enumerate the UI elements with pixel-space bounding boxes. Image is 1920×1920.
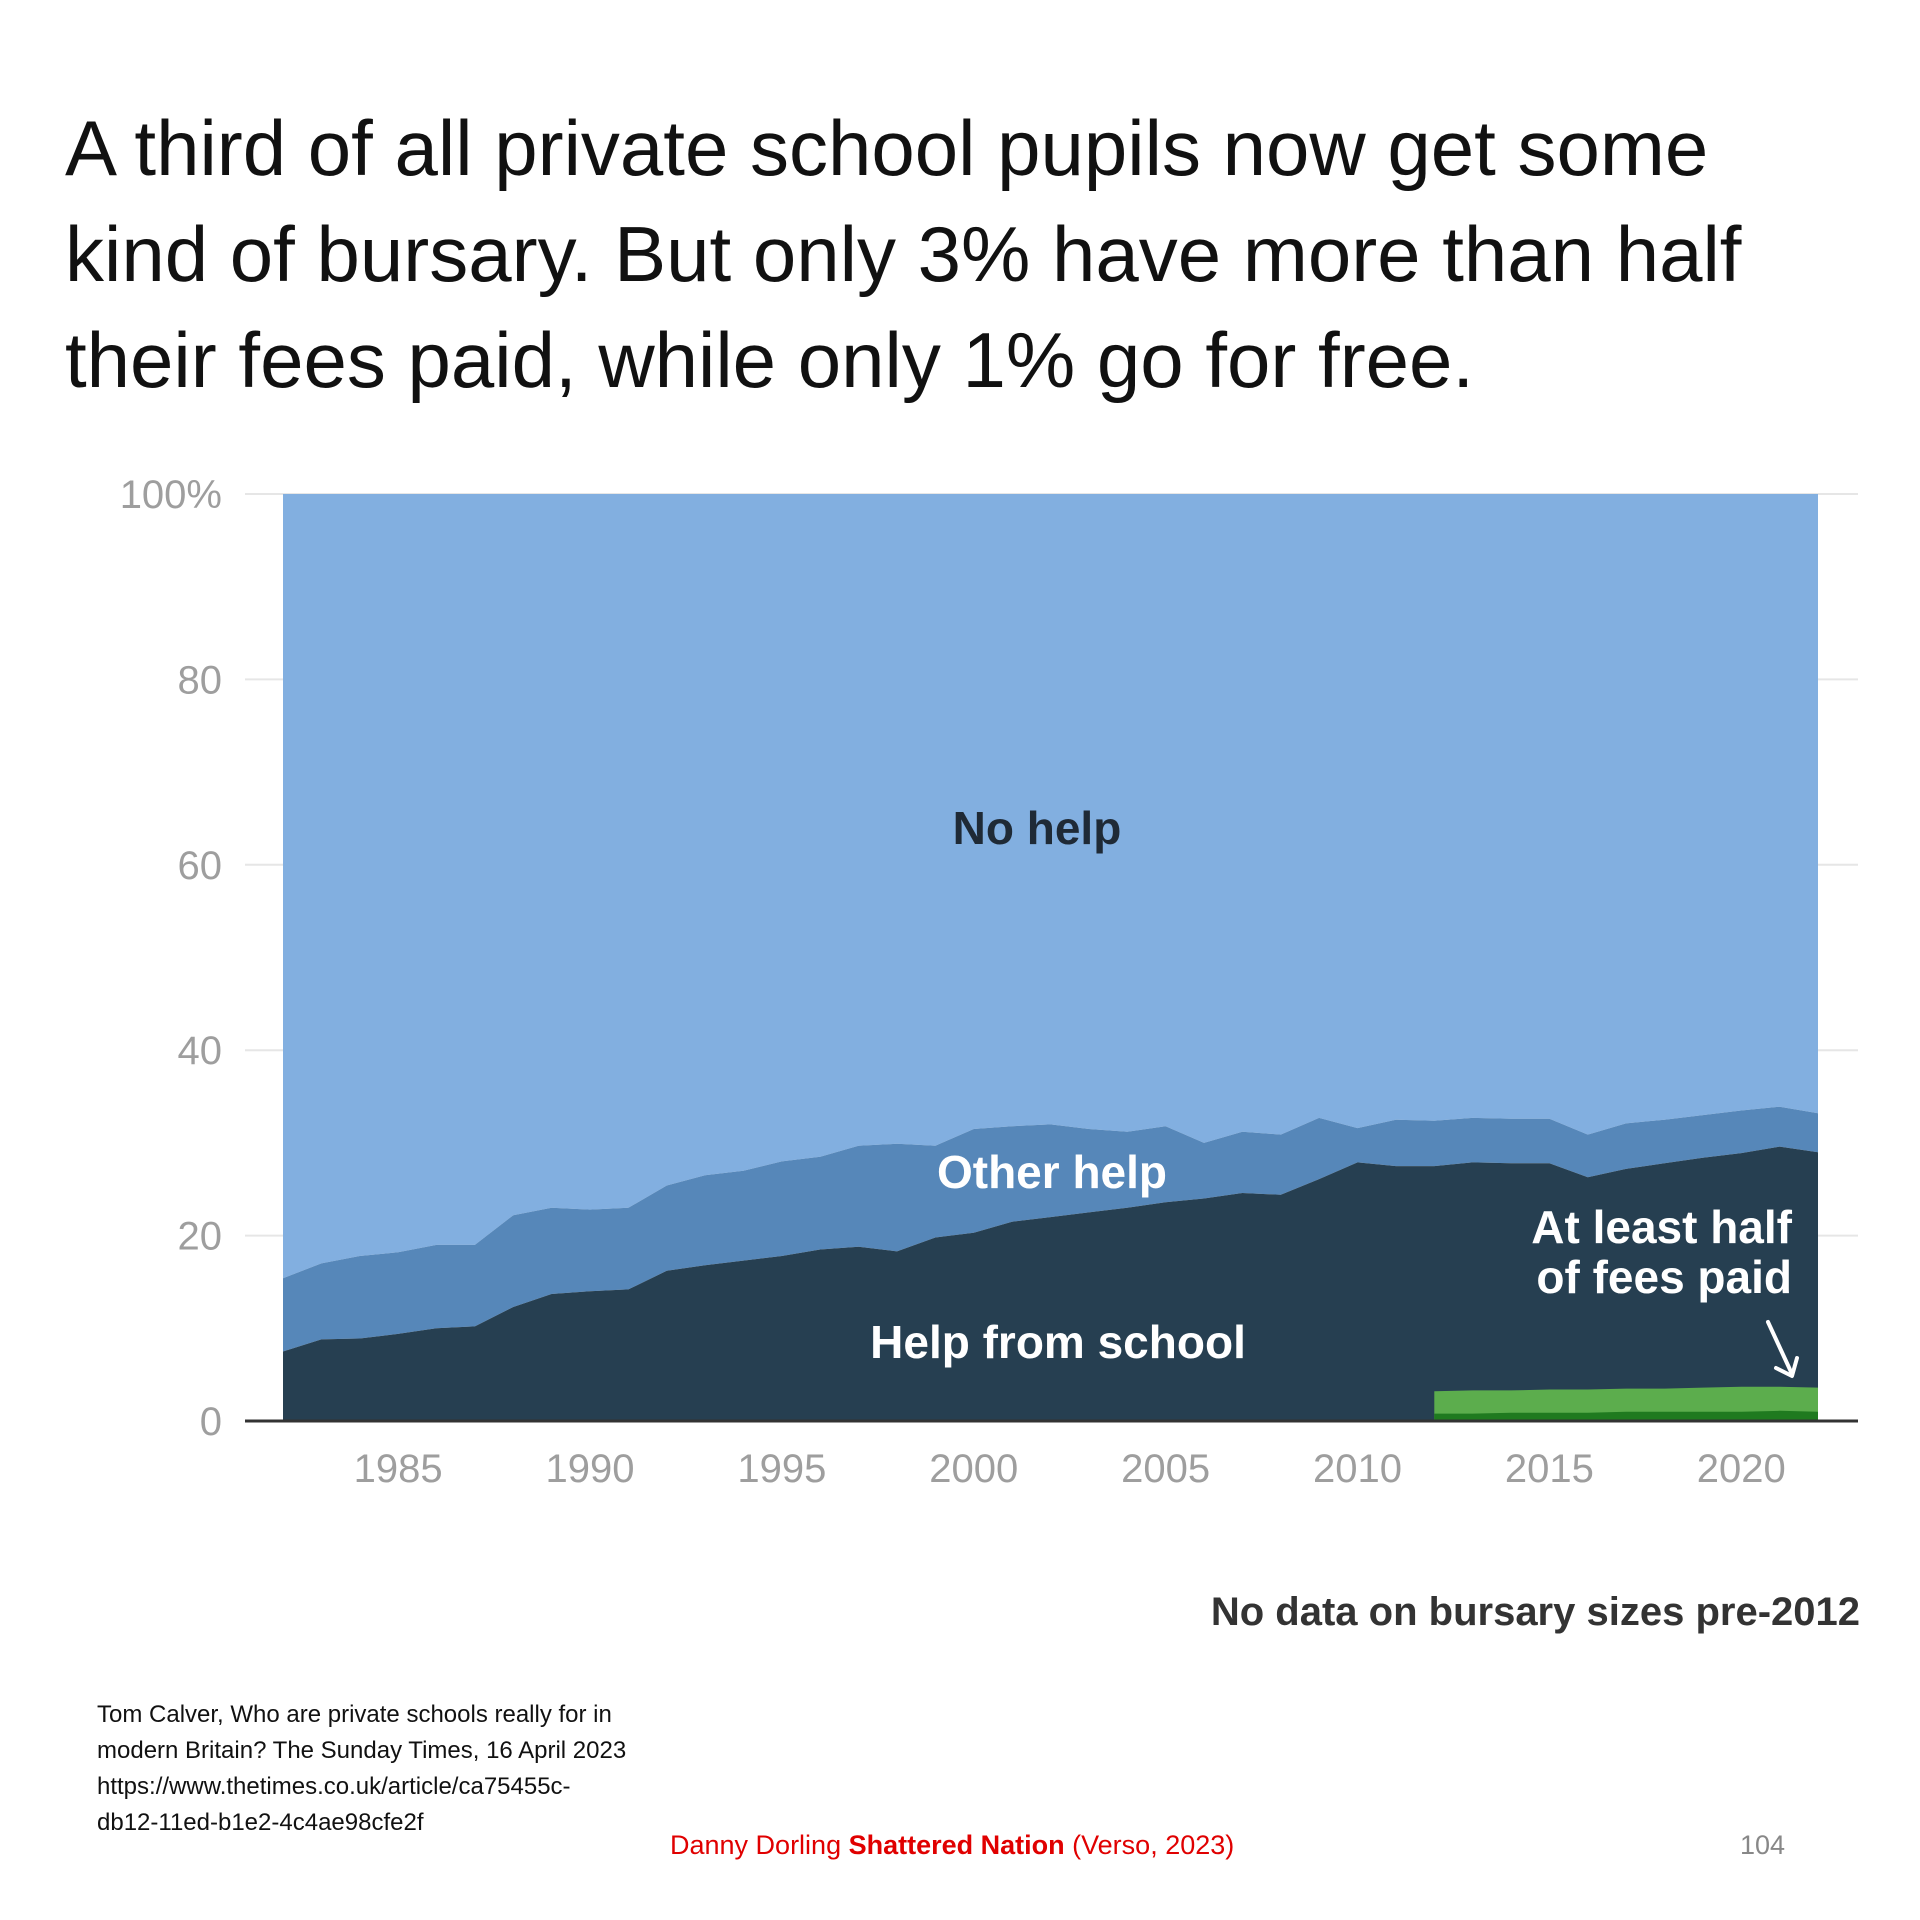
y-axis-ticks: 0 20 40 60 80 100%: [120, 473, 222, 1444]
credit-publisher: (Verso, 2023): [1072, 1830, 1235, 1860]
source-line: Tom Calver, Who are private schools real…: [97, 1701, 612, 1728]
x-tick-label: 1990: [546, 1447, 635, 1491]
arrow-down-right-icon: [1766, 1320, 1799, 1378]
source-line: db12-11ed-b1e2-4c4ae98cfe2f: [97, 1809, 424, 1836]
bursary-size-areas: [1434, 1386, 1818, 1421]
page-number: 104: [1740, 1830, 1786, 1860]
y-tick-label: 80: [178, 658, 223, 702]
area-free-places: [1434, 1410, 1818, 1421]
credit-author: Danny Dorling: [670, 1830, 842, 1860]
series-areas: [283, 494, 1818, 1421]
chart-note: No data on bursary sizes pre-2012: [1210, 1590, 1860, 1634]
x-tick-label: 1985: [354, 1447, 443, 1491]
book-credit: Danny Dorling Shattered Nation (Verso, 2…: [670, 1830, 1234, 1861]
x-tick-label: 2005: [1121, 1447, 1210, 1491]
y-tick-label: 20: [178, 1215, 223, 1259]
label-no-help: No help: [953, 802, 1122, 854]
y-tick-label: 60: [178, 844, 223, 888]
y-tick-label: 40: [178, 1029, 223, 1073]
x-tick-label: 2015: [1505, 1447, 1594, 1491]
x-tick-label: 2000: [929, 1447, 1018, 1491]
source-line: https://www.thetimes.co.uk/article/ca754…: [97, 1773, 571, 1800]
label-other-help: Other help: [937, 1146, 1167, 1198]
credit-book-title: Shattered Nation: [848, 1830, 1065, 1860]
y-tick-label: 100%: [120, 473, 222, 517]
label-help-from-school: Help from school: [870, 1316, 1246, 1368]
source-citation: Tom Calver, Who are private schools real…: [97, 1697, 737, 1841]
x-tick-label: 2010: [1313, 1447, 1402, 1491]
page-title: A third of all private school pupils now…: [65, 104, 1742, 404]
series-area-no-help: [283, 494, 1818, 1279]
series-area-other-help: [283, 1106, 1818, 1352]
label-at-least-half-line1: At least half: [1531, 1201, 1792, 1253]
source-line: modern Britain? The Sunday Times, 16 Apr…: [97, 1737, 627, 1764]
x-axis-ticks: 1985 1990 1995 2000 2005 2010 2015 2020: [354, 1447, 1786, 1491]
x-tick-label: 2020: [1697, 1447, 1786, 1491]
series-area-help-from-school: [283, 1146, 1818, 1421]
label-at-least-half-line2: of fees paid: [1536, 1251, 1792, 1303]
y-tick-label: 0: [200, 1400, 222, 1444]
x-tick-label: 1995: [737, 1447, 826, 1491]
